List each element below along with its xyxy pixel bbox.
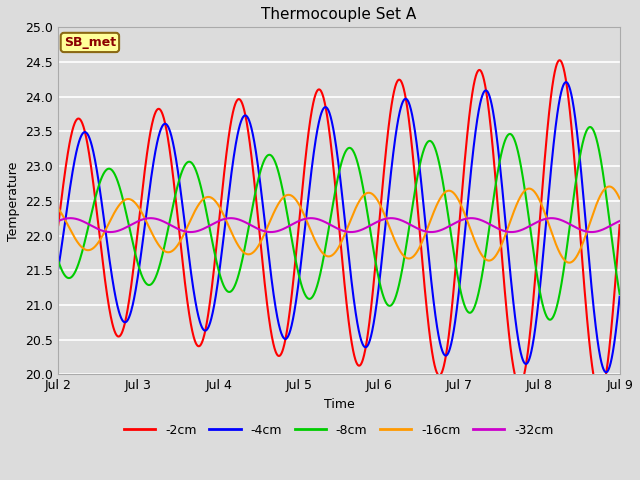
Y-axis label: Temperature: Temperature — [7, 161, 20, 240]
X-axis label: Time: Time — [324, 398, 355, 411]
Text: SB_met: SB_met — [64, 36, 116, 49]
Legend: -2cm, -4cm, -8cm, -16cm, -32cm: -2cm, -4cm, -8cm, -16cm, -32cm — [119, 419, 559, 442]
Title: Thermocouple Set A: Thermocouple Set A — [261, 7, 417, 22]
